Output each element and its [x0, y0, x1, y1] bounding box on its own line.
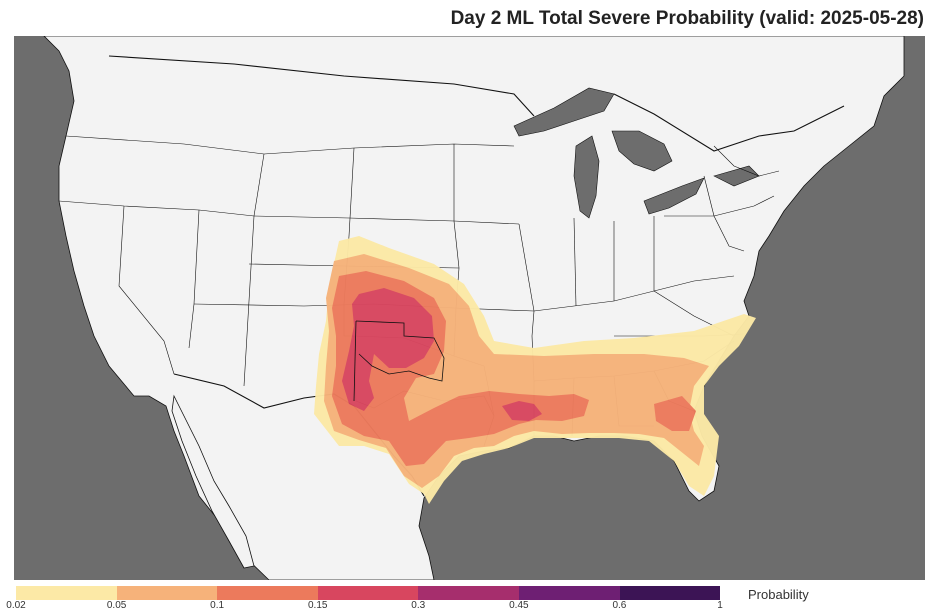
probability-map[interactable] [14, 36, 925, 580]
colorbar-segment-7 [619, 586, 720, 600]
colorbar-tick: 1 [717, 600, 723, 611]
colorbar-ticks: 0.02 0.05 0.1 0.15 0.3 0.45 0.6 1 [6, 600, 723, 614]
contour-level-0.15-arkansas [502, 401, 542, 421]
colorbar-tick: 0.1 [210, 600, 225, 611]
map-title: Day 2 ML Total Severe Probability (valid… [450, 8, 924, 29]
colorbar-tick: 0.05 [106, 600, 127, 611]
colorbar-segment-2 [116, 586, 218, 600]
colorbar-tick: 0.02 [6, 600, 26, 611]
colorbar-segment-1 [16, 586, 117, 600]
contour-level-0.1-georgia [654, 396, 696, 431]
colorbar-segment-5 [418, 586, 519, 600]
colorbar-segment-6 [518, 586, 620, 600]
colorbar-segment-3 [217, 586, 318, 600]
colorbar-segment-4 [317, 586, 419, 600]
colorbar-tick: 0.15 [308, 600, 328, 611]
baja-peninsula [171, 394, 255, 569]
colorbar-tick: 0.6 [612, 600, 627, 611]
probability-contours [314, 236, 756, 504]
colorbar-label: Probability [748, 587, 809, 602]
focus-state-borders [353, 320, 445, 402]
colorbar-tick: 0.45 [509, 600, 529, 611]
great-lakes [513, 87, 760, 219]
colorbar-tick: 0.3 [411, 600, 426, 611]
contour-level-0.15 [342, 288, 434, 411]
colorbar [16, 586, 720, 600]
